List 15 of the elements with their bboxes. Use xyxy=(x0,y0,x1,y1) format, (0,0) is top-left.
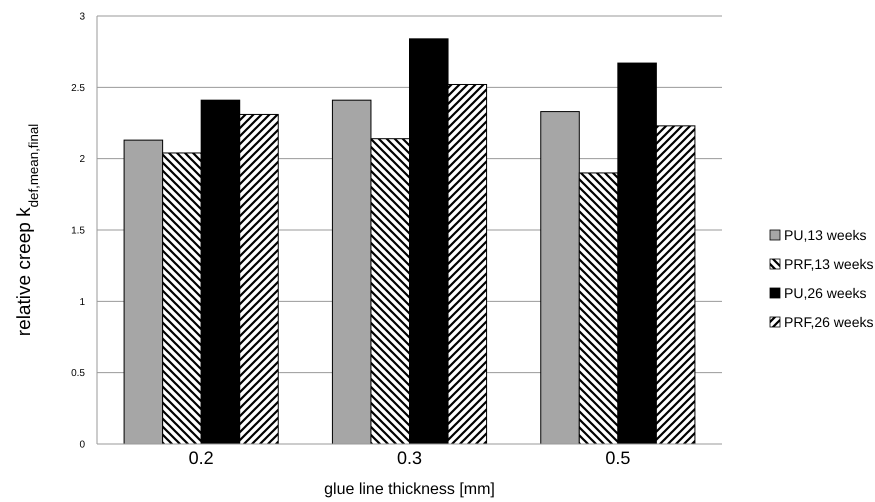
legend-label: PRF,26 weeks xyxy=(784,314,874,330)
y-tick-label: 1 xyxy=(79,296,86,308)
y-tick-label: 0 xyxy=(79,440,86,450)
y-tick-label: 0.5 xyxy=(71,368,86,380)
y-tick-label: 2.5 xyxy=(71,82,86,94)
legend-label: PRF,13 weeks xyxy=(784,256,874,272)
x-tick-label: 0.3 xyxy=(396,448,422,468)
y-tick-label: 1.5 xyxy=(71,226,86,236)
y-tick-label: 2 xyxy=(79,154,86,166)
legend-label: PU,26 weeks xyxy=(784,284,866,301)
legend-label: PU,13 weeks xyxy=(784,226,866,243)
x-tick-label: 0.2 xyxy=(188,448,214,468)
y-tick-label: 3 xyxy=(79,12,86,22)
x-axis-title: glue line thickness [mm] xyxy=(324,481,495,498)
x-tick-label: 0.5 xyxy=(605,448,630,468)
